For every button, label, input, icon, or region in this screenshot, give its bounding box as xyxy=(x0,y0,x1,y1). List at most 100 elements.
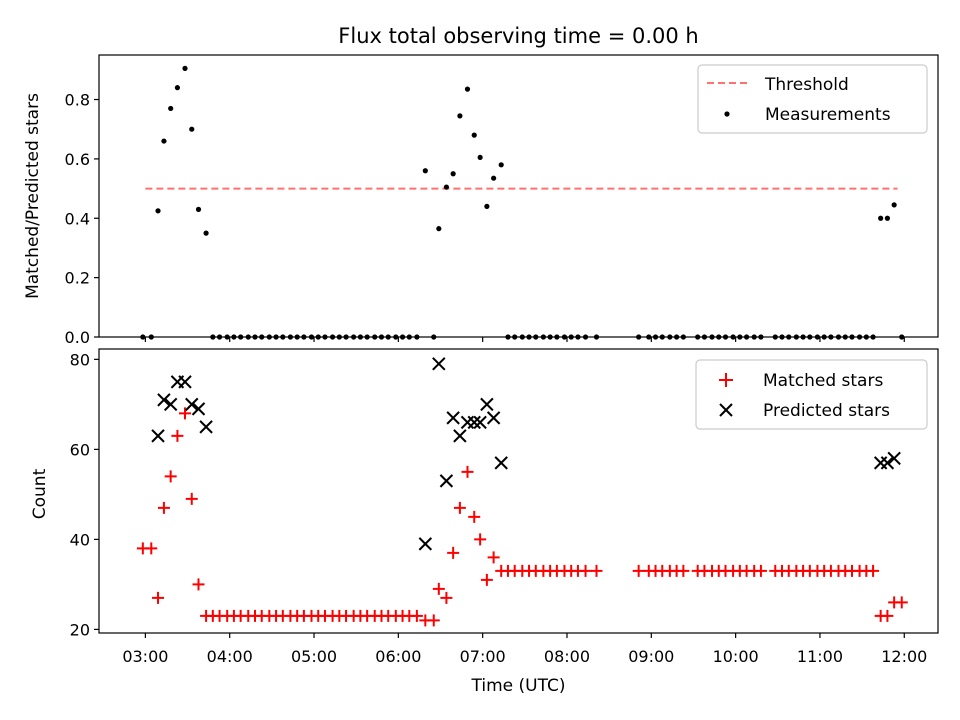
measurement-point xyxy=(484,203,490,209)
measurement-point xyxy=(498,162,504,168)
bottom-xtick-label: 06:00 xyxy=(375,647,421,666)
matched-point xyxy=(468,510,481,523)
predicted-point xyxy=(480,397,494,412)
bottom-legend: Matched stars Predicted stars xyxy=(695,359,928,430)
legend-measurements-swatch xyxy=(724,111,730,117)
bottom-xtick-label: 12:00 xyxy=(881,647,927,666)
top-legend: Threshold Measurements xyxy=(697,64,928,134)
bottom-xlabel: Time (UTC) xyxy=(471,676,566,696)
predicted-point xyxy=(486,411,501,425)
top-ytick-label: 0.0 xyxy=(65,328,90,347)
top-axes-frame xyxy=(98,54,939,338)
legend-matched-label: Matched stars xyxy=(763,371,883,391)
top-legend-box xyxy=(697,64,928,134)
measurement-point xyxy=(878,215,884,221)
bottom-ylabel: Count xyxy=(30,468,50,519)
measurement-point xyxy=(443,184,450,190)
measurement-point xyxy=(168,105,174,112)
predicted-point xyxy=(473,415,487,430)
matched-point xyxy=(677,564,690,577)
measurement-point xyxy=(464,86,471,92)
measurement-point xyxy=(436,226,442,232)
matched-point xyxy=(632,564,645,577)
legend-threshold-label: Threshold xyxy=(764,75,849,95)
bottom-ytick-label: 80 xyxy=(70,350,90,369)
bottom-xtick-label: 11:00 xyxy=(797,647,843,666)
bottom-xtick-label: 08:00 xyxy=(544,647,590,666)
predicted-point xyxy=(887,451,901,466)
measurement-points xyxy=(140,65,905,340)
measurement-point xyxy=(491,175,497,181)
measurement-point xyxy=(174,85,181,91)
bottom-xtick-label: 05:00 xyxy=(291,647,337,666)
bottom-xtick-label: 09:00 xyxy=(628,647,674,666)
predicted-point xyxy=(446,411,460,425)
bottom-xtick-label: 07:00 xyxy=(460,647,506,666)
bottom-xtick-label: 03:00 xyxy=(122,647,168,666)
top-ytick-label: 0.6 xyxy=(65,150,90,169)
bottom-x-ticks: 03:00 04:00 05:00 06:00 07:00 08:00 09:00 10:00… xyxy=(122,633,927,666)
matched-point xyxy=(192,578,205,591)
bottom-ytick-label: 20 xyxy=(70,620,90,639)
matched-point xyxy=(157,501,170,514)
matched-point xyxy=(179,407,192,420)
measurement-point xyxy=(422,168,428,174)
matched-point xyxy=(447,546,460,559)
bottom-legend-box xyxy=(695,359,928,430)
top-ylabel: Matched/Predicted stars xyxy=(23,93,43,299)
predicted-point xyxy=(880,456,895,470)
predicted-point xyxy=(178,375,192,389)
predicted-point xyxy=(199,420,213,434)
matched-point xyxy=(895,596,908,609)
bottom-axes-frame xyxy=(98,348,939,634)
matched-point xyxy=(867,564,880,577)
top-y-ticks: 0.0 0.2 0.4 0.6 0.8 xyxy=(65,91,99,347)
matched-point xyxy=(590,564,603,577)
measurement-point xyxy=(203,230,209,236)
matched-point xyxy=(461,465,474,478)
predicted-point xyxy=(432,357,446,371)
bottom-ytick-label: 60 xyxy=(70,440,90,459)
measurement-point xyxy=(457,113,463,119)
predicted-point xyxy=(163,397,178,412)
measurement-point xyxy=(891,202,897,208)
measurement-point xyxy=(450,171,456,177)
predicted-point xyxy=(439,474,454,488)
predicted-point xyxy=(151,429,165,443)
matched-point xyxy=(474,533,487,546)
legend-predicted-label: Predicted stars xyxy=(763,401,890,421)
matched-point xyxy=(754,564,767,577)
matched-point xyxy=(579,564,592,577)
top-panel: 0.00.20.40.60.8 Matched/Predicted stars … xyxy=(23,54,939,347)
matched-point xyxy=(152,591,165,604)
measurement-point xyxy=(155,208,161,214)
top-ytick-label: 0.2 xyxy=(65,269,90,288)
top-ytick-label: 0.8 xyxy=(65,91,90,110)
top-x-ticks xyxy=(144,337,905,342)
matched-point xyxy=(487,551,500,564)
measurement-point xyxy=(477,154,483,161)
predicted-point xyxy=(453,429,467,443)
measurement-point xyxy=(161,138,167,144)
top-ytick-label: 0.4 xyxy=(65,209,90,228)
measurement-point xyxy=(182,65,188,71)
bottom-ytick-label: 40 xyxy=(70,530,90,549)
measurement-point xyxy=(471,132,477,138)
measurement-point xyxy=(884,215,891,221)
matched-point xyxy=(427,614,440,627)
measurement-point xyxy=(195,206,202,212)
matched-point xyxy=(171,429,184,442)
matched-point xyxy=(432,582,445,595)
matched-points xyxy=(136,407,908,627)
predicted-point xyxy=(185,397,199,412)
legend-measurements-label: Measurements xyxy=(765,105,891,125)
predicted-point xyxy=(418,537,433,551)
bottom-xtick-label: 04:00 xyxy=(207,647,253,666)
matched-point xyxy=(453,501,466,514)
legend-matched-swatch xyxy=(719,373,733,387)
matched-point xyxy=(164,470,177,483)
legend-predicted-swatch xyxy=(719,403,733,417)
matched-point xyxy=(480,573,493,586)
matched-point xyxy=(185,492,198,505)
